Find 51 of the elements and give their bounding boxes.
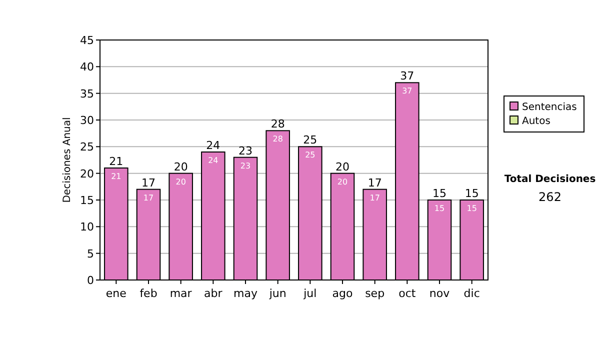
data-label: 23 (240, 161, 251, 170)
data-label: 20 (337, 177, 348, 186)
y-tick-label: 45 (80, 34, 94, 47)
total-label: 37 (400, 70, 414, 83)
y-tick-label: 35 (80, 87, 94, 100)
x-tick-label: may (234, 287, 258, 300)
data-label: 17 (370, 193, 380, 202)
data-label: 37 (402, 86, 412, 96)
text: 262 (538, 190, 562, 204)
data-label: 25 (305, 150, 316, 160)
data-label: 20 (176, 177, 186, 186)
x-tick-label: sep (365, 287, 385, 300)
y-axis-title: Decisiones Anual (62, 117, 73, 203)
legend-label: Autos (522, 116, 550, 127)
legend-label: Sentencias (522, 102, 577, 113)
total-label: 17 (368, 176, 382, 190)
y-tick-label: 20 (80, 167, 94, 180)
y-tick-label: 5 (87, 247, 94, 260)
total-label: 17 (142, 176, 156, 190)
data-label: 24 (208, 156, 218, 165)
x-tick-label: ago (332, 287, 353, 300)
total-label: 28 (270, 118, 285, 131)
y-tick-label: 40 (80, 60, 94, 74)
total-label: 15 (432, 187, 446, 200)
data-label: 21 (111, 172, 122, 181)
x-tick-label: jun (268, 287, 286, 300)
y-tick-label: 10 (80, 220, 94, 234)
x-tick-label: ene (106, 287, 127, 300)
data-label: 15 (434, 204, 445, 213)
total-label: 20 (174, 160, 188, 174)
data-label: 15 (466, 204, 477, 213)
y-tick-label: 15 (80, 194, 94, 207)
text: Total Decisiones (504, 174, 596, 185)
total-label: 20 (336, 160, 350, 174)
total-label: 21 (109, 155, 124, 168)
total-label: 23 (238, 144, 252, 158)
y-tick-label: 0 (87, 274, 94, 287)
x-tick-label: mar (170, 287, 192, 300)
x-tick-label: jul (302, 287, 317, 300)
data-label: 28 (272, 134, 283, 144)
total-label: 24 (206, 139, 220, 152)
x-tick-label: oct (398, 287, 416, 300)
x-tick-label: dic (464, 287, 480, 300)
total-label: 25 (303, 134, 318, 147)
total-label: 15 (464, 187, 479, 200)
x-tick-label: feb (140, 287, 158, 300)
y-tick-label: 25 (80, 140, 94, 154)
y-tick-label: 30 (80, 114, 94, 127)
x-tick-label: nov (429, 287, 450, 300)
x-tick-label: abr (204, 287, 223, 300)
data-label: 17 (143, 193, 154, 202)
